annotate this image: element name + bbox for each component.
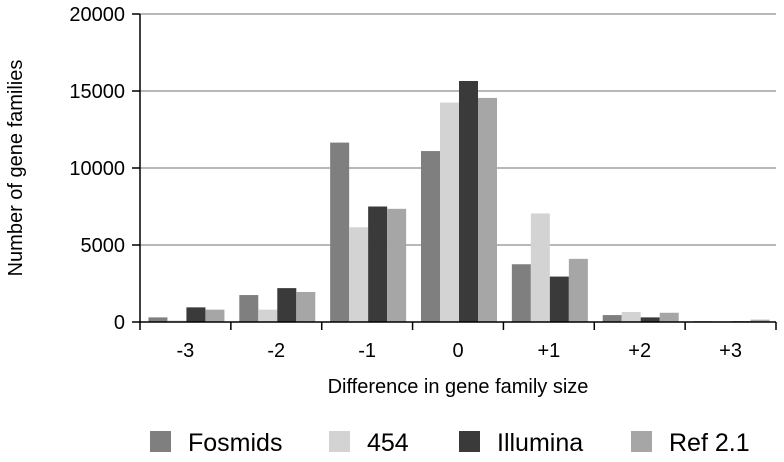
- y-tick-labels: 0 5000 10000 15000 20000: [69, 4, 125, 334]
- bars: [148, 80, 770, 323]
- x-axis-title: Difference in gene family size: [328, 376, 589, 398]
- bar-ref-2-1-+2: [659, 312, 679, 322]
- x-tick-label: -2: [267, 340, 285, 362]
- legend-swatch-ref-2-1: [631, 431, 652, 452]
- axes: [132, 13, 777, 330]
- bar-ref-2-1-+1: [568, 258, 588, 322]
- y-tick-label: 10000: [69, 158, 125, 180]
- y-tick-label: 20000: [69, 4, 125, 26]
- x-tick-label: +2: [628, 340, 651, 362]
- bar-illumina--1: [368, 206, 388, 322]
- bar-illumina-0: [459, 80, 478, 323]
- legend-label: Fosmids: [188, 429, 282, 457]
- legend-swatch-454: [329, 431, 350, 452]
- bar-illumina-+1: [549, 276, 569, 322]
- x-tick-labels: -3 -2 -1 0 +1 +2 +3: [177, 340, 742, 362]
- legend-label: Illumina: [497, 429, 583, 457]
- bar-ref-2-1--1: [387, 208, 407, 322]
- x-tick-label: 0: [452, 340, 463, 362]
- bar-ref-2-1--3: [205, 309, 225, 322]
- legend-swatch-fosmids: [150, 431, 171, 452]
- bar-454--3: [167, 320, 187, 322]
- bar-ref-2-1-0: [478, 97, 497, 323]
- x-tick-label: -3: [177, 340, 195, 362]
- x-tick-label: +3: [719, 340, 742, 362]
- bar-fosmids--1: [330, 142, 350, 322]
- bar-fosmids-+2: [602, 315, 622, 322]
- bar-illumina--2: [277, 288, 297, 322]
- bar-fosmids--3: [148, 317, 168, 322]
- x-tick-label: +1: [537, 340, 560, 362]
- bar-fosmids-+1: [511, 264, 531, 322]
- bar-fosmids--2: [239, 295, 259, 322]
- legend-label: 454: [367, 429, 409, 457]
- y-tick-label: 5000: [81, 235, 126, 257]
- bar-454--1: [349, 227, 369, 322]
- legend-label: Ref 2.1: [669, 429, 750, 457]
- legend: Fosmids 454 Illumina Ref 2.1: [150, 429, 750, 457]
- bar-454--2: [258, 309, 278, 322]
- bar-454-0: [440, 102, 459, 322]
- bar-illumina-+2: [640, 317, 660, 322]
- y-axis-title: Number of gene families: [5, 60, 27, 277]
- bar-ref-2-1--2: [296, 291, 316, 322]
- y-tick-label: 15000: [69, 81, 125, 103]
- bar-illumina--3: [186, 307, 206, 322]
- bar-ref-2-1-+3: [750, 319, 770, 322]
- y-tick-label: 0: [114, 312, 125, 334]
- bar-454-+2: [621, 311, 641, 322]
- bar-454-+1: [530, 213, 550, 322]
- bar-fosmids-0: [421, 151, 440, 322]
- legend-swatch-illumina: [459, 431, 480, 452]
- x-tick-label: -1: [358, 340, 376, 362]
